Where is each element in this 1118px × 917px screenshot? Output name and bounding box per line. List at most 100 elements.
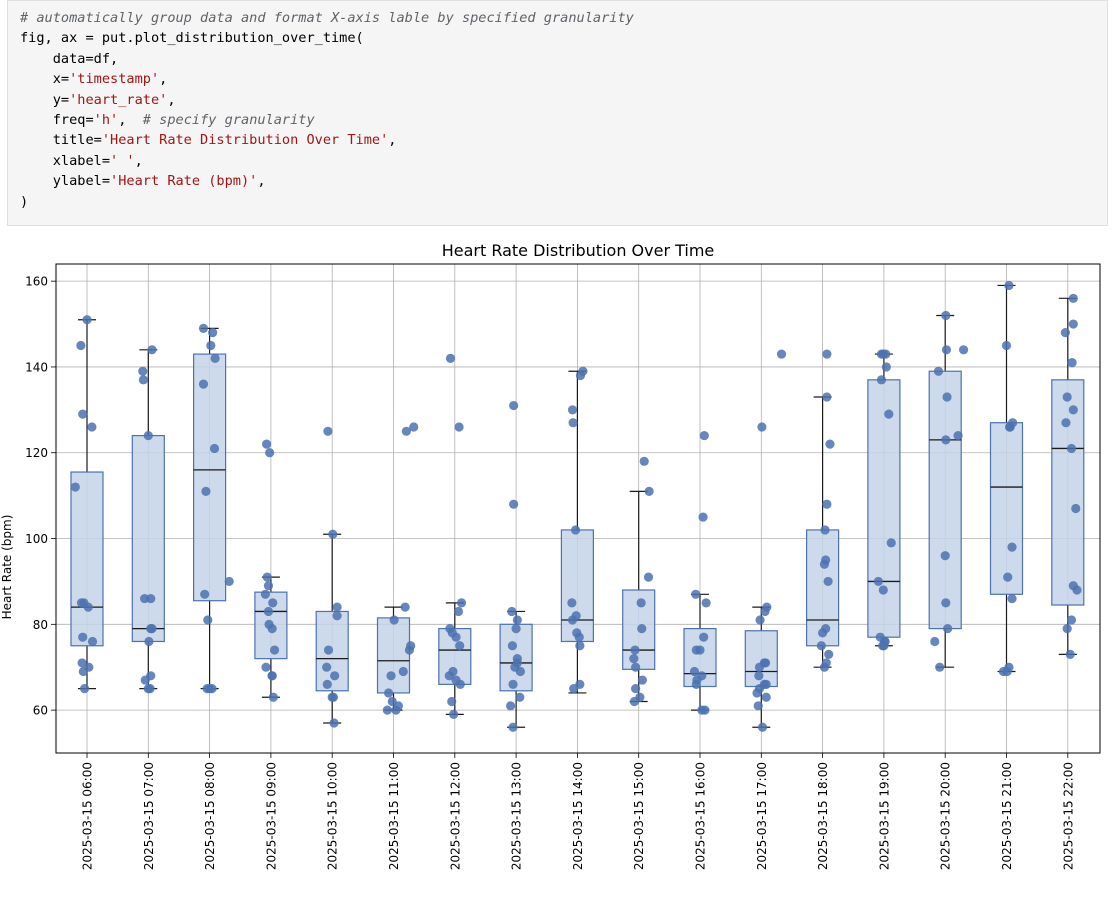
code-line: ylabel='Heart Rate (bpm)', (20, 173, 266, 190)
data-point (941, 598, 951, 608)
box-iqr (989, 422, 1024, 595)
box-iqr (560, 529, 595, 643)
data-point (820, 525, 830, 535)
data-point (329, 718, 339, 728)
data-point (876, 375, 887, 385)
data-point (822, 349, 832, 359)
data-point (210, 353, 220, 363)
data-point (701, 598, 711, 608)
data-point (332, 611, 342, 621)
data-point (754, 662, 765, 672)
code-editor[interactable]: # automatically group data and format X-… (8, 1, 1107, 212)
data-point (445, 353, 456, 363)
data-point (933, 366, 944, 376)
data-point (70, 482, 80, 492)
data-point (698, 512, 708, 522)
data-point (78, 666, 88, 677)
data-point (761, 692, 771, 702)
data-point (209, 443, 220, 454)
data-point (567, 598, 577, 608)
data-point (631, 684, 641, 694)
data-point (509, 400, 519, 411)
data-point (755, 615, 765, 625)
data-point (1007, 542, 1017, 552)
data-point (507, 641, 518, 651)
data-point (941, 435, 951, 445)
data-point (391, 705, 401, 715)
data-point (206, 340, 216, 351)
data-point (819, 559, 830, 569)
data-point (1062, 392, 1072, 402)
data-point (1061, 418, 1071, 428)
data-point (144, 636, 154, 647)
data-point (1005, 422, 1015, 432)
code-line: xlabel=' ', (20, 152, 143, 169)
data-point (570, 525, 581, 535)
data-point (444, 671, 454, 681)
data-point (87, 422, 97, 432)
data-point (140, 593, 150, 604)
data-point (1001, 340, 1012, 351)
box-group (989, 284, 1024, 673)
data-point (263, 606, 274, 617)
data-point (958, 345, 969, 355)
data-point (816, 641, 826, 651)
x-tick-label: 2025-03-15 10:00 (326, 762, 340, 870)
data-point (819, 662, 830, 672)
data-point (776, 349, 787, 359)
box-group (867, 353, 901, 647)
box-group (131, 349, 165, 690)
data-point (1066, 615, 1077, 625)
data-point (1067, 358, 1077, 368)
data-point (697, 705, 707, 715)
data-point (515, 666, 525, 677)
data-point (267, 624, 277, 634)
x-tick-label: 2025-03-15 22:00 (1061, 762, 1075, 870)
x-tick-label: 2025-03-15 13:00 (510, 762, 524, 870)
x-tick-label: 2025-03-15 20:00 (939, 762, 953, 870)
code-line: x='timestamp', (20, 71, 168, 88)
data-point (567, 615, 578, 625)
data-point (76, 598, 87, 608)
data-point (332, 602, 342, 612)
data-point (263, 581, 274, 591)
data-point (201, 486, 211, 496)
data-point (322, 662, 332, 672)
data-point (147, 345, 157, 355)
data-point (198, 323, 209, 333)
data-point (691, 645, 701, 655)
y-axis-label: Heart Rate (bpm) (0, 515, 14, 620)
code-cell[interactable]: # automatically group data and format X-… (7, 0, 1108, 226)
data-point (752, 688, 762, 698)
data-point (942, 392, 952, 402)
box-group (1051, 297, 1085, 655)
data-point (455, 641, 465, 651)
box-iqr (376, 617, 411, 694)
data-point (757, 722, 768, 732)
data-point (644, 486, 654, 496)
data-point (1071, 503, 1081, 514)
data-point (935, 662, 945, 672)
data-point (383, 688, 394, 698)
data-point (505, 701, 516, 711)
data-point (879, 636, 890, 647)
data-point (1007, 593, 1017, 604)
data-point (575, 641, 585, 651)
data-point (1065, 649, 1075, 659)
box-group (70, 319, 104, 690)
data-point (878, 585, 888, 595)
data-point (825, 439, 835, 449)
code-line: data=df, (20, 50, 119, 67)
data-point (205, 684, 215, 694)
data-point (143, 684, 153, 694)
box-iqr (70, 471, 104, 647)
data-point (637, 624, 647, 634)
data-point (328, 529, 338, 539)
data-point (386, 671, 396, 681)
data-point (269, 645, 280, 655)
data-point (629, 654, 639, 664)
chart-title: Heart Rate Distribution Over Time (442, 241, 715, 260)
data-point (79, 684, 90, 694)
data-point (511, 624, 521, 634)
code-line: ) (20, 193, 29, 210)
